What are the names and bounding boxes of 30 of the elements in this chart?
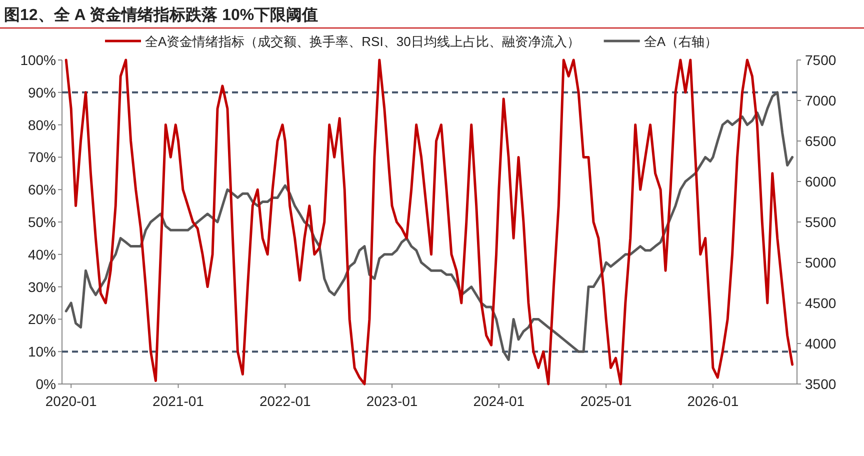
y-tick-label: 50% xyxy=(28,214,56,230)
y-tick-label: 90% xyxy=(28,84,56,100)
y-tick-label: 70% xyxy=(28,149,56,166)
legend-label: 全A（右轴） xyxy=(644,34,718,49)
y2-tick-label: 5000 xyxy=(805,254,836,270)
x-tick-label: 2025-01 xyxy=(580,393,632,409)
x-tick-label: 2024-01 xyxy=(473,393,525,409)
y-tick-label: 40% xyxy=(28,246,56,262)
x-tick-label: 2020-01 xyxy=(45,393,97,409)
y2-tick-label: 6000 xyxy=(805,174,836,190)
y-tick-label: 100% xyxy=(20,52,56,68)
chart-title: 图12、全 A 资金情绪指标跌落 10%下限阈值 xyxy=(4,6,318,24)
y2-tick-label: 7000 xyxy=(805,92,836,108)
y2-tick-label: 7500 xyxy=(805,52,836,68)
y-tick-label: 0% xyxy=(36,376,56,392)
y2-tick-label: 3500 xyxy=(805,376,836,392)
y-tick-label: 60% xyxy=(28,182,56,198)
x-tick-label: 2023-01 xyxy=(366,393,418,409)
y-tick-label: 20% xyxy=(28,311,56,328)
x-tick-label: 2026-01 xyxy=(687,393,739,409)
y-tick-label: 10% xyxy=(28,344,56,360)
y-tick-label: 30% xyxy=(28,278,56,295)
x-tick-label: 2022-01 xyxy=(259,393,312,409)
y2-tick-label: 4500 xyxy=(805,295,836,311)
y-tick-label: 80% xyxy=(28,116,56,133)
y2-tick-label: 5500 xyxy=(805,214,836,230)
y2-tick-label: 4000 xyxy=(805,336,836,352)
y2-tick-label: 6500 xyxy=(805,133,836,149)
x-tick-label: 2021-01 xyxy=(152,393,204,409)
legend-label: 全A资金情绪指标（成交额、换手率、RSI、30日均线上占比、融资净流入） xyxy=(145,34,580,49)
